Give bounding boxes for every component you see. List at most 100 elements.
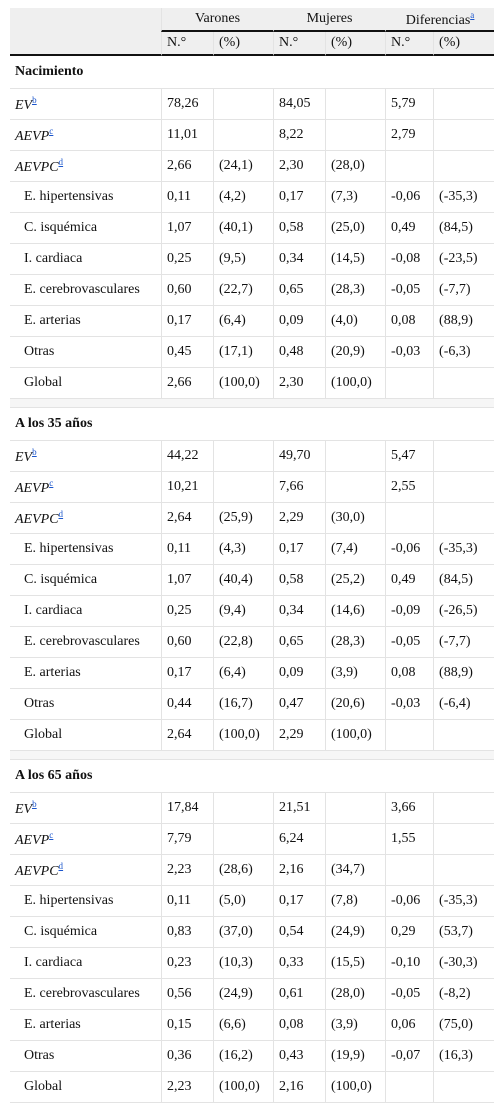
- percent-cell: [213, 472, 274, 503]
- value-cell: 0,58: [273, 565, 326, 596]
- table-row: AEVPc 7,79 6,24 1,55: [10, 824, 495, 855]
- percent-cell: (25,0): [325, 213, 386, 244]
- percent-cell: [325, 120, 386, 151]
- row-label: AEVPC: [15, 511, 59, 527]
- percent-cell: (53,7): [433, 917, 495, 948]
- value-cell: 2,29: [273, 503, 326, 534]
- footnote-link-a[interactable]: a: [470, 9, 475, 20]
- percent-cell: [433, 368, 495, 399]
- value-cell: [385, 720, 434, 751]
- percent-cell: [213, 824, 274, 855]
- value-cell: 0,44: [161, 689, 213, 720]
- table-row: EVb 78,26 84,05 5,79: [10, 89, 495, 120]
- percent-cell: (88,9): [433, 306, 495, 337]
- percent-cell: (20,9): [325, 337, 386, 368]
- value-cell: 0,08: [385, 658, 434, 689]
- row-label-cell: E. arterias: [10, 306, 161, 337]
- percent-cell: (-26,5): [433, 596, 495, 627]
- value-cell: 2,23: [161, 855, 213, 886]
- row-label-cell: AEVPCd: [10, 503, 161, 534]
- footnote-link-c[interactable]: c: [49, 125, 54, 136]
- section-title: A los 65 años: [10, 760, 495, 793]
- row-label-cell: AEVPc: [10, 472, 161, 503]
- percent-cell: (24,9): [325, 917, 386, 948]
- value-cell: 2,16: [273, 1072, 326, 1103]
- percent-cell: (22,7): [213, 275, 274, 306]
- percent-cell: (6,4): [213, 658, 274, 689]
- table-row: E. arterias 0,17 (6,4) 0,09 (3,9) 0,08 (88,9): [10, 658, 495, 689]
- value-cell: 1,07: [161, 565, 213, 596]
- row-label-cell: Otras: [10, 1041, 161, 1072]
- footnote-link-d[interactable]: d: [58, 860, 64, 871]
- percent-cell: (3,9): [325, 1010, 386, 1041]
- table-row: I. cardiaca 0,23 (10,3) 0,33 (15,5) -0,10 (-30…: [10, 948, 495, 979]
- percent-cell: (75,0): [433, 1010, 495, 1041]
- value-cell: 0,47: [273, 689, 326, 720]
- value-cell: 0,34: [273, 244, 326, 275]
- footnote-link-b[interactable]: b: [32, 798, 37, 809]
- row-label-cell: E. cerebrovasculares: [10, 275, 161, 306]
- value-cell: 0,09: [273, 306, 326, 337]
- row-label: E. cerebrovasculares: [24, 986, 140, 1001]
- percent-cell: (4,2): [213, 182, 274, 213]
- percent-cell: [213, 89, 274, 120]
- percent-cell: (100,0): [325, 368, 386, 399]
- table-row: C. isquémica 1,07 (40,1) 0,58 (25,0) 0,49 (84,…: [10, 213, 495, 244]
- value-cell: 0,48: [273, 337, 326, 368]
- percent-cell: (-7,7): [433, 275, 495, 306]
- value-cell: 2,16: [273, 855, 326, 886]
- value-cell: 2,64: [161, 720, 213, 751]
- row-label-cell: E. cerebrovasculares: [10, 627, 161, 658]
- row-label-cell: E. hipertensivas: [10, 534, 161, 565]
- header-sub-pct: (%): [213, 32, 274, 56]
- row-label-cell: EVb: [10, 89, 161, 120]
- percent-cell: (84,5): [433, 213, 495, 244]
- percent-cell: (3,9): [325, 658, 386, 689]
- footnote-link-c[interactable]: c: [49, 829, 54, 840]
- row-label-cell: Global: [10, 720, 161, 751]
- row-label-cell: Otras: [10, 337, 161, 368]
- percent-cell: [433, 855, 495, 886]
- row-label-cell: AEVPCd: [10, 151, 161, 182]
- value-cell: [385, 368, 434, 399]
- percent-cell: [433, 503, 495, 534]
- row-label-cell: C. isquémica: [10, 213, 161, 244]
- value-cell: 10,21: [161, 472, 213, 503]
- percent-cell: (16,2): [213, 1041, 274, 1072]
- row-label-cell: C. isquémica: [10, 917, 161, 948]
- percent-cell: [433, 793, 495, 824]
- value-cell: -0,08: [385, 244, 434, 275]
- footnote-link-b[interactable]: b: [32, 94, 37, 105]
- percent-cell: (37,0): [213, 917, 274, 948]
- table-body: Nacimiento EVb 78,26 84,05 5,79 AEVPc 11,01 8,2…: [10, 56, 495, 1103]
- header-group-diferencias-label: Diferencias: [405, 12, 471, 28]
- row-label: EV: [15, 801, 33, 817]
- row-label: Otras: [24, 344, 55, 359]
- table-row: Otras 0,36 (16,2) 0,43 (19,9) -0,07 (16,3): [10, 1041, 495, 1072]
- footnote-link-d[interactable]: d: [58, 156, 64, 167]
- value-cell: 0,61: [273, 979, 326, 1010]
- footnote-link-d[interactable]: d: [58, 508, 64, 519]
- row-label-cell: EVb: [10, 441, 161, 472]
- percent-cell: (100,0): [325, 720, 386, 751]
- row-label: Otras: [24, 1048, 55, 1063]
- footnote-link-b[interactable]: b: [32, 446, 37, 457]
- percent-cell: (-6,4): [433, 689, 495, 720]
- percent-cell: (9,4): [213, 596, 274, 627]
- row-label-cell: C. isquémica: [10, 565, 161, 596]
- table-header: Varones Mujeres Diferenciasa N.° (%) N.°…: [10, 8, 495, 56]
- row-label: I. cardiaca: [24, 955, 83, 970]
- percent-cell: (14,5): [325, 244, 386, 275]
- value-cell: 7,79: [161, 824, 213, 855]
- value-cell: 0,49: [385, 213, 434, 244]
- percent-cell: (22,8): [213, 627, 274, 658]
- value-cell: 0,17: [273, 182, 326, 213]
- footnote-link-c[interactable]: c: [49, 477, 54, 488]
- row-label: Global: [24, 1079, 63, 1094]
- value-cell: 49,70: [273, 441, 326, 472]
- row-label: E. hipertensivas: [24, 893, 114, 908]
- percent-cell: (10,3): [213, 948, 274, 979]
- section-header-row: Nacimiento: [10, 56, 495, 89]
- row-label: E. arterias: [24, 1017, 81, 1032]
- value-cell: [385, 1072, 434, 1103]
